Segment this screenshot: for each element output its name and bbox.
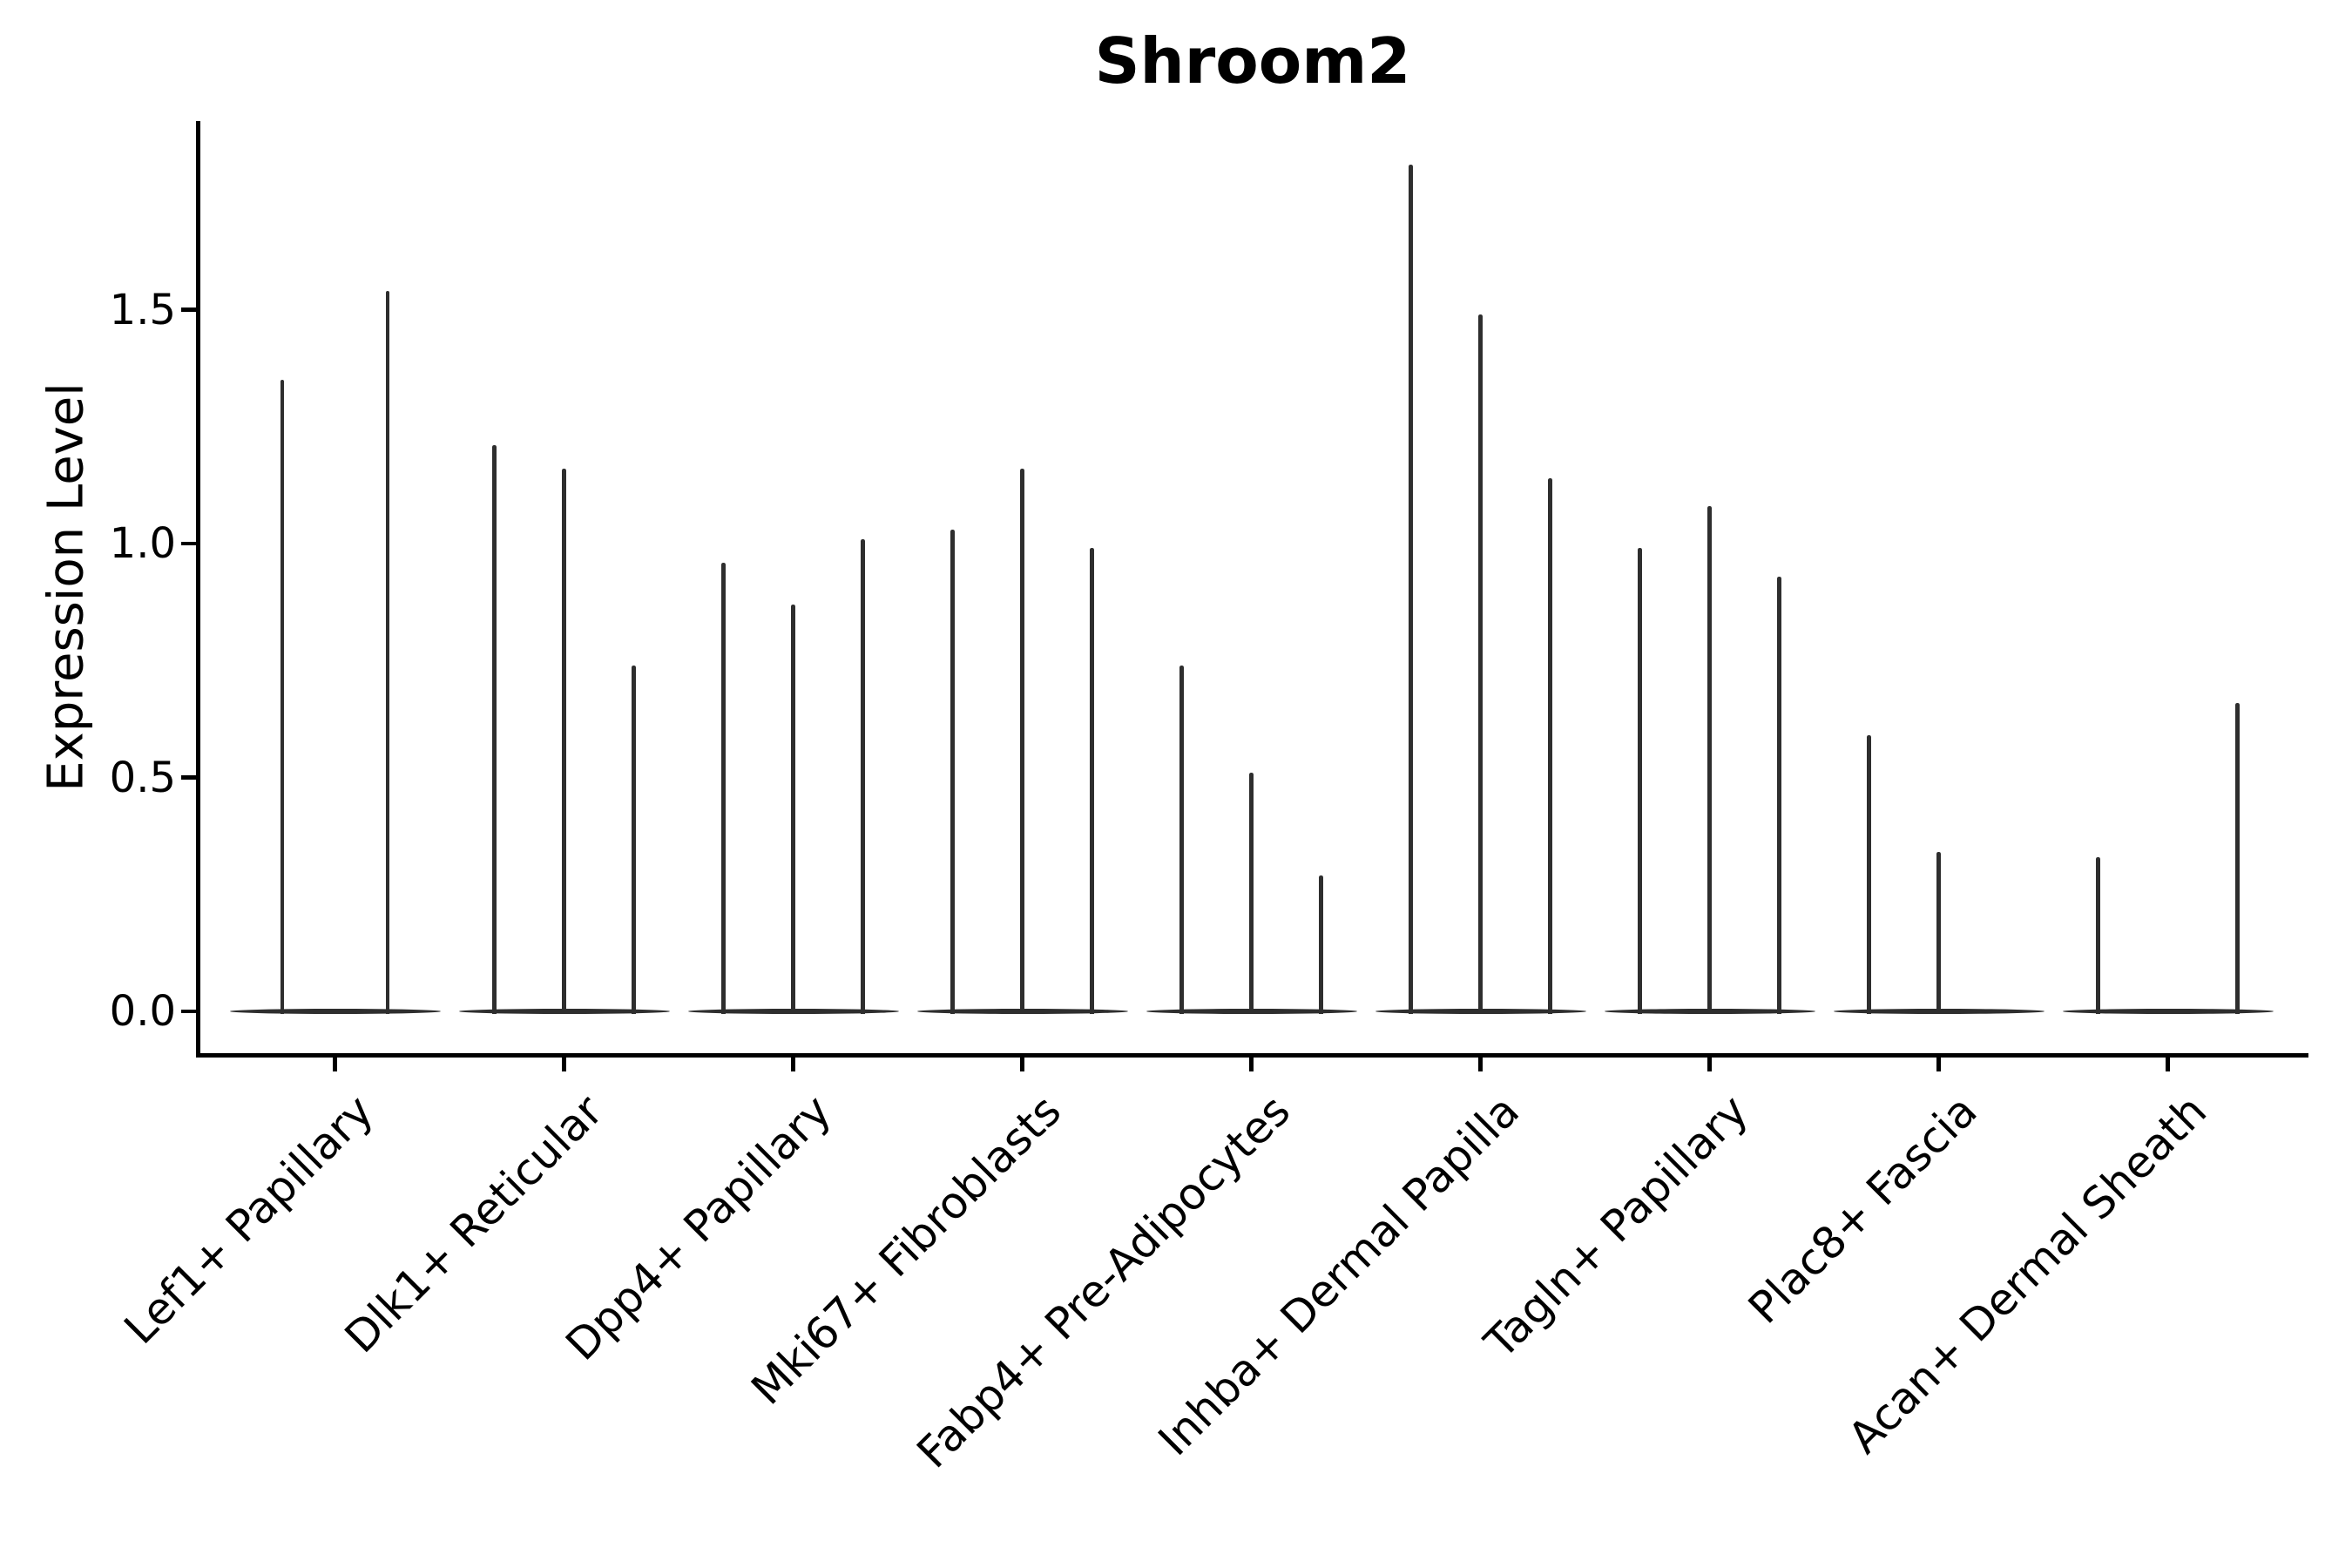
x-tick-mark xyxy=(562,1057,566,1071)
violin-spike xyxy=(1249,773,1254,1014)
violin-spike xyxy=(1179,665,1184,1014)
violin-spike xyxy=(1409,165,1413,1014)
x-tick-mark xyxy=(1936,1057,1941,1071)
violin-spike xyxy=(280,380,285,1014)
violin-spike xyxy=(1090,548,1094,1014)
chart-title: Shroom2 xyxy=(1094,24,1411,98)
y-tick-mark xyxy=(181,308,196,312)
y-tick-label: 0.0 xyxy=(109,987,176,1036)
y-axis-spine xyxy=(196,121,200,1058)
violin-spike xyxy=(385,291,390,1014)
violin-spike xyxy=(562,469,566,1014)
x-tick-label: Lef1+ Papillary xyxy=(114,1085,383,1355)
violin-spike xyxy=(1936,852,1941,1014)
x-tick-mark xyxy=(791,1057,795,1071)
x-tick-mark xyxy=(1707,1057,1712,1071)
violin-spike xyxy=(1777,576,1781,1014)
violin-spike xyxy=(1867,735,1871,1014)
x-tick-mark xyxy=(1020,1057,1024,1071)
x-axis-spine xyxy=(196,1053,2308,1058)
y-tick-label: 0.5 xyxy=(109,753,176,802)
y-tick-mark xyxy=(181,1009,196,1014)
violin-spike xyxy=(1638,548,1642,1014)
y-tick-mark xyxy=(181,541,196,546)
violin-spike xyxy=(1478,314,1483,1014)
violin-spike xyxy=(2235,702,2240,1014)
violin-spike xyxy=(861,538,865,1014)
violin-spike xyxy=(1548,477,1552,1014)
violin-baseline xyxy=(229,1009,441,1014)
x-tick-mark xyxy=(1478,1057,1483,1071)
violin-spike xyxy=(492,445,497,1014)
violin-spike xyxy=(791,604,795,1014)
y-axis-label: Expression Level xyxy=(37,382,95,792)
violin-spike xyxy=(1707,506,1712,1014)
violin-spike xyxy=(950,529,955,1014)
violin-spike xyxy=(632,665,636,1014)
x-tick-mark xyxy=(1249,1057,1254,1071)
y-tick-mark xyxy=(181,775,196,780)
violin-spike xyxy=(2096,856,2100,1014)
violin-spike xyxy=(721,562,726,1014)
x-tick-mark xyxy=(333,1057,337,1071)
x-tick-label: Fabp4+ Pre-Adipocytes xyxy=(907,1085,1300,1478)
y-tick-label: 1.0 xyxy=(109,519,176,569)
y-tick-label: 1.5 xyxy=(109,285,176,335)
violin-spike xyxy=(1020,469,1024,1014)
violin-spike xyxy=(1319,875,1323,1014)
x-tick-mark xyxy=(2166,1057,2170,1071)
x-tick-label: Plac8+ Fascia xyxy=(1738,1085,1987,1334)
violin-baseline xyxy=(2062,1009,2274,1014)
